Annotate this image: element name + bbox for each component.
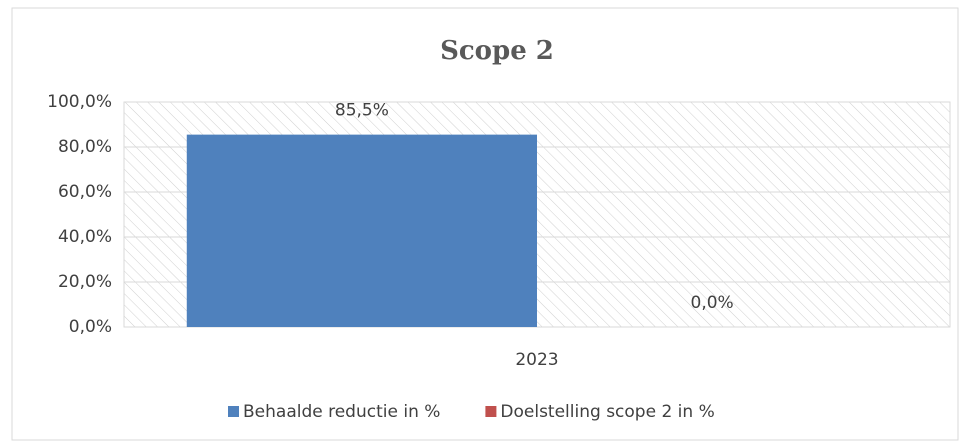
chart-title: Scope 2	[440, 36, 554, 66]
data-label: 85,5%	[335, 101, 389, 121]
legend-swatch	[228, 406, 239, 417]
x-tick-label: 2023	[515, 350, 558, 370]
legend-swatch	[485, 406, 497, 417]
data-label: 0,0%	[691, 293, 734, 313]
y-tick-label: 60,0%	[58, 182, 112, 202]
legend-label: Doelstelling scope 2 in %	[500, 402, 714, 422]
y-tick-label: 20,0%	[58, 272, 112, 292]
bar	[186, 134, 537, 327]
y-tick-label: 100,0%	[47, 92, 112, 112]
legend-label: Behaalde reductie in %	[243, 402, 440, 422]
y-tick-label: 40,0%	[58, 227, 112, 247]
y-tick-label: 80,0%	[58, 137, 112, 157]
y-tick-label: 0,0%	[69, 317, 112, 337]
